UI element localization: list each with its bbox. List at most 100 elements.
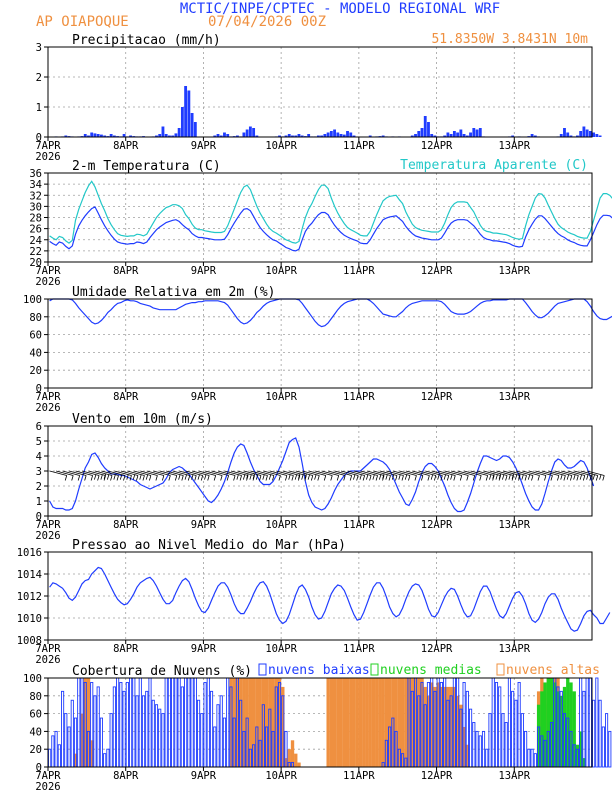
- cloud-bar-high: [290, 740, 295, 767]
- precip-bar: [511, 135, 515, 137]
- panel-title: Vento em 10m (m/s): [72, 412, 213, 427]
- cloud-bar-high: [439, 686, 444, 767]
- cloud-bar-low: [112, 686, 116, 768]
- y-tick-label: 28: [29, 213, 42, 225]
- wind-barb: [140, 470, 158, 476]
- wind-barb-feather: [398, 474, 401, 480]
- cloud-bar-high: [248, 678, 253, 767]
- wind-barb: [107, 470, 126, 476]
- precip-bar: [582, 126, 586, 137]
- wind-barb-feather: [404, 474, 408, 480]
- wind-barb-feather: [472, 475, 476, 481]
- wind-barb-feather: [304, 475, 307, 481]
- wind-barb: [49, 470, 67, 476]
- wind-barb-feather: [236, 474, 239, 480]
- cloud-bar-low: [184, 677, 188, 768]
- wind-barb: [75, 470, 93, 476]
- wind-barb-feather: [414, 475, 417, 481]
- precip-bar: [433, 135, 437, 137]
- wind-barb-feather: [349, 475, 353, 481]
- wind-barb: [101, 470, 119, 476]
- wind-barb: [153, 470, 171, 476]
- precip-bar: [242, 132, 246, 137]
- cloud-bar-high: [446, 686, 450, 767]
- precip-bar: [155, 135, 158, 137]
- y-tick-label: 60: [29, 709, 42, 721]
- x-year-label: 2026: [35, 530, 60, 542]
- cloud-bar-low: [527, 748, 531, 768]
- wind-barb-feather: [437, 474, 440, 480]
- wind-barb-feather: [599, 474, 602, 480]
- wind-barb-feather: [479, 475, 482, 481]
- wind-barb-feather: [262, 474, 265, 480]
- precip-bar: [326, 132, 330, 137]
- cloud-bar-low: [187, 677, 191, 768]
- precip-bar: [112, 135, 116, 137]
- cloud-bar-high: [261, 678, 266, 767]
- precip-bar: [177, 128, 181, 137]
- wind-barb: [360, 470, 378, 476]
- legend-nuvens-altas: nuvens altas: [506, 663, 600, 678]
- wind-barb: [256, 470, 275, 476]
- wind-barb-feather: [278, 475, 281, 481]
- wind-barb-feather: [485, 475, 489, 481]
- cloud-bar-low: [67, 726, 71, 768]
- cloud-bar-high: [255, 678, 259, 767]
- wind-barb: [269, 470, 288, 476]
- cloud-bar-high: [430, 682, 434, 767]
- wind-barb-feather: [427, 475, 430, 481]
- y-tick-label: 20: [29, 744, 42, 756]
- x-year-label: 2026: [35, 654, 60, 666]
- wind-barb-feather: [181, 475, 184, 481]
- precip-bar: [193, 122, 197, 137]
- wind-barb-feather: [573, 474, 576, 480]
- wind-barb-feather: [103, 475, 106, 481]
- y-tick-label: 0: [36, 511, 42, 523]
- cloud-bar-low: [197, 699, 201, 768]
- precip-bar: [342, 134, 346, 137]
- x-tick-label: 12APR: [421, 770, 453, 782]
- wind-barb-feather: [168, 475, 171, 481]
- y-tick-label: 1014: [17, 569, 42, 581]
- cloud-bar-low: [491, 677, 495, 768]
- wind-barb: [535, 470, 553, 476]
- cloud-bar-mid: [579, 731, 583, 767]
- wind-barb: [340, 470, 359, 476]
- precip-bar: [252, 128, 256, 137]
- cloud-bar-high: [342, 678, 347, 767]
- wind-barb: [321, 470, 339, 476]
- wind-barb: [308, 470, 326, 476]
- wind-barb: [237, 470, 255, 476]
- wind-barb: [81, 470, 100, 476]
- wind-barb-feather: [94, 474, 97, 480]
- cloud-bar-low: [511, 690, 515, 768]
- wind-barb-feather: [579, 474, 582, 480]
- wind-barb-feather: [356, 475, 359, 481]
- y-tick-label: 32: [29, 190, 42, 202]
- cloud-bar-high: [294, 753, 298, 767]
- y-tick-label: 20: [29, 365, 42, 377]
- cloud-bar-high: [345, 678, 350, 767]
- precip-bar: [456, 132, 460, 137]
- cloud-bar-low: [507, 677, 511, 768]
- precip-bar: [297, 134, 301, 137]
- cloud-bar-high: [287, 749, 291, 767]
- x-tick-label: 7APR: [35, 519, 61, 531]
- cloud-bar-mid: [553, 682, 557, 767]
- cloud-bar-high: [371, 678, 376, 767]
- wind-barb: [386, 470, 404, 476]
- cloud-bar-high: [404, 678, 408, 767]
- wind-barb-feather: [246, 475, 249, 481]
- wind-barb: [379, 470, 398, 476]
- wind-barb-feather: [498, 473, 502, 479]
- cloud-bar-low: [96, 686, 100, 768]
- wind-barb-feather: [298, 473, 301, 479]
- cloud-bar-low: [77, 677, 81, 768]
- temperature-line: [49, 206, 612, 252]
- precip-bar: [346, 131, 349, 137]
- cloud-bar-high: [378, 678, 382, 767]
- cloud-bar-low: [517, 682, 521, 768]
- wind-barb-feather: [495, 474, 498, 480]
- precip-bar: [180, 107, 184, 137]
- precip-bar: [417, 131, 421, 137]
